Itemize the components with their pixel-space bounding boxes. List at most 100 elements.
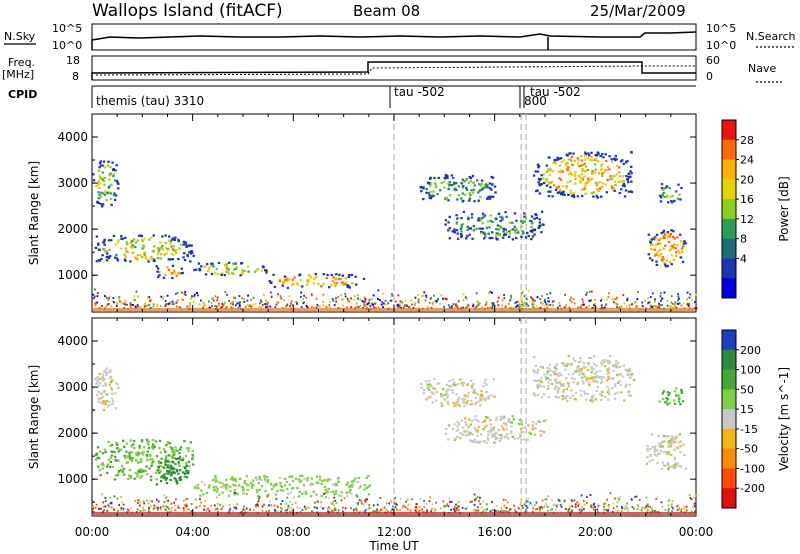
velocity-cell — [561, 395, 564, 398]
power-ground-cell — [636, 298, 639, 301]
power-cell — [225, 266, 229, 269]
power-ground-cell — [350, 306, 353, 309]
velocity-ground-cell — [529, 502, 532, 505]
power-cell — [488, 237, 491, 240]
power-cell — [514, 229, 517, 232]
power-cell — [456, 198, 459, 201]
power-ground-cell — [675, 306, 678, 309]
power-ground-cell — [601, 297, 604, 300]
power-cell — [455, 229, 459, 232]
power-ground-cell — [307, 306, 310, 309]
velocity-cell — [651, 446, 654, 449]
velocity-ground-cell — [258, 495, 261, 498]
power-ground-cell — [496, 300, 499, 303]
velocity-cell — [601, 359, 604, 362]
velocity-ground-cell — [207, 507, 209, 510]
velocity-cell — [494, 433, 497, 436]
velocity-cell — [670, 440, 674, 444]
power-ground-cell — [546, 306, 549, 309]
noise-left-tick-top: 10^5 — [52, 22, 82, 35]
power-ground-cell — [380, 303, 383, 306]
velocity-cell — [250, 485, 253, 488]
power-cell — [678, 193, 681, 196]
power-ground-cell — [115, 301, 118, 304]
power-cell — [533, 233, 536, 236]
velocity-ground-cell — [683, 507, 686, 510]
velocity-cell — [305, 492, 308, 495]
velocity-ground-cell — [457, 505, 460, 508]
velocity-ground-cell — [307, 506, 309, 509]
velocity-cell — [621, 375, 624, 378]
velocity-cell — [337, 476, 340, 480]
velocity-cell — [440, 393, 443, 396]
power-cell — [419, 185, 422, 188]
velocity-ground-cell — [580, 506, 583, 509]
power-cell — [143, 251, 146, 254]
power-cell — [188, 251, 191, 254]
velocity-ground-cell — [609, 492, 612, 495]
velocity-cell — [122, 439, 125, 442]
velocity-cell — [148, 453, 152, 457]
power-cell — [117, 239, 120, 242]
velocity-cell — [653, 450, 656, 453]
power-cell — [556, 156, 559, 159]
power-cell — [630, 151, 633, 154]
velocity-ground-cell — [640, 509, 643, 512]
velocity-cell — [145, 455, 149, 458]
power-cell — [157, 247, 160, 250]
velocity-ground-cell — [494, 509, 497, 512]
velocity-cell — [325, 490, 329, 493]
velocity-cell — [334, 492, 337, 495]
velocity-ground-cell — [426, 510, 429, 513]
power-ground-cell — [262, 293, 265, 296]
velocity-cell — [242, 488, 245, 491]
velocity-cell — [676, 462, 679, 465]
power-ground-cell — [363, 296, 366, 299]
velocity-cell — [487, 433, 490, 436]
power-cell — [102, 160, 106, 163]
velocity-cell — [492, 378, 495, 381]
velocity-cell — [140, 460, 143, 463]
power-cell — [425, 188, 428, 191]
velocity-ground-cell — [654, 509, 656, 512]
velocity-cell — [164, 478, 167, 481]
velocity-cell — [661, 398, 665, 401]
power-ground-cell — [588, 305, 590, 307]
velocity-cell — [680, 390, 683, 393]
power-cell — [445, 176, 448, 179]
velocity-cell — [607, 377, 611, 380]
velocity-cell — [431, 387, 435, 390]
velocity-cell — [121, 469, 124, 472]
power-cell — [479, 188, 483, 191]
velocity-ground-cell — [280, 510, 283, 513]
velocity-cell — [100, 463, 103, 466]
velocity-cell — [487, 397, 491, 400]
power-ground-cell — [181, 291, 183, 294]
power-cell — [569, 171, 572, 174]
power-cell — [468, 191, 471, 195]
power-colorbar-swatch — [722, 199, 736, 220]
power-ground-cell — [486, 301, 488, 304]
velocity-cell — [423, 389, 426, 392]
power-cell — [570, 155, 574, 158]
power-cell — [453, 230, 456, 233]
velocity-ground-cell — [170, 502, 173, 505]
velocity-ground-cell — [495, 504, 498, 507]
velocity-ground-cell — [342, 510, 344, 513]
velocity-cell — [298, 490, 301, 493]
velocity-ground-cell — [545, 498, 548, 501]
velocity-cell — [455, 401, 458, 404]
power-cell — [561, 170, 564, 173]
velocity-ground-cell — [344, 507, 347, 510]
velocity-cell — [625, 383, 628, 386]
velocity-ground-cell — [157, 507, 159, 510]
power-ground-cell — [373, 306, 376, 309]
velocity-ground-cell — [120, 496, 123, 498]
velocity-ground-cell — [338, 509, 341, 512]
velocity-cell — [483, 419, 487, 422]
noise-panel: N.Sky 10^5 10^0 10^5 10^0 N.Search — [4, 22, 796, 52]
velocity-cell — [136, 475, 139, 478]
power-cell — [203, 265, 206, 268]
power-cell — [198, 269, 201, 272]
power-ground-cell — [372, 294, 375, 297]
